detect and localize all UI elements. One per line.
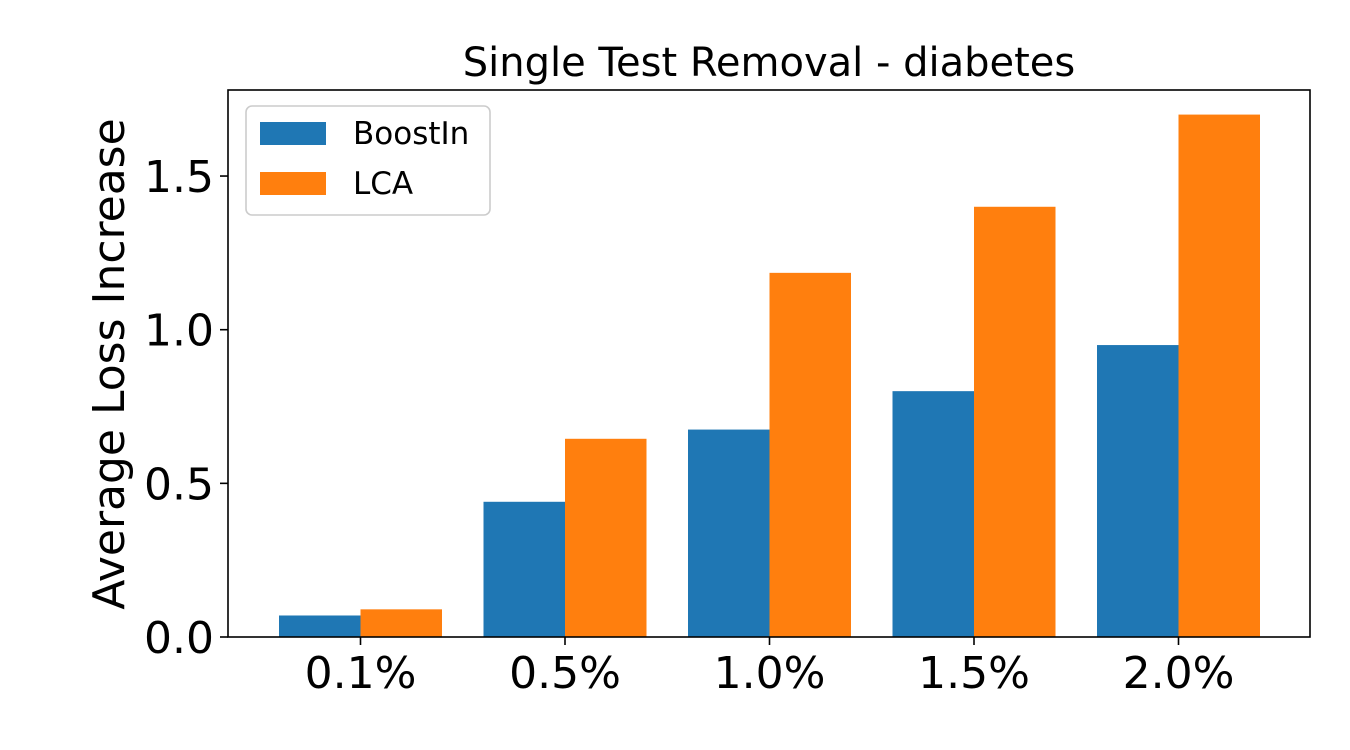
x-tick-label: 1.5% [918, 648, 1030, 699]
legend-label-boostin: BoostIn [353, 116, 469, 152]
bar-lca-2.0% [1178, 114, 1260, 637]
y-tick-label: 0.0 [144, 613, 214, 664]
legend-label-lca: LCA [353, 166, 413, 202]
bar-lca-0.1% [360, 609, 442, 637]
bar-boostin-0.1% [279, 615, 361, 637]
y-axis-ticks: 0.0 0.5 1.0 1.5 [144, 152, 228, 664]
x-tick-label: 2.0% [1123, 648, 1235, 699]
legend: BoostIn LCA [245, 105, 491, 216]
bar-boostin-1.5% [892, 391, 974, 637]
bar-boostin-1.0% [688, 429, 770, 637]
chart-title: Single Test Removal - diabetes [463, 40, 1076, 86]
x-tick-label: 0.5% [509, 648, 621, 699]
x-axis-ticks: 0.1% 0.5% 1.0% 1.5% 2.0% [305, 637, 1235, 699]
bar-boostin-2.0% [1097, 345, 1179, 637]
y-tick-label: 0.5 [144, 459, 214, 510]
bars-group [279, 114, 1260, 638]
legend-swatch-boostin [260, 122, 326, 145]
legend-swatch-lca [260, 172, 326, 195]
y-axis-label: Average Loss Increase [84, 118, 135, 609]
y-tick-label: 1.0 [144, 306, 214, 357]
bar-lca-0.5% [565, 438, 647, 637]
y-tick-label: 1.5 [144, 152, 214, 203]
x-tick-label: 1.0% [714, 648, 826, 699]
bar-boostin-0.5% [483, 501, 565, 637]
bar-lca-1.5% [974, 206, 1056, 638]
x-tick-label: 0.1% [305, 648, 417, 699]
bar-lca-1.0% [769, 272, 851, 637]
